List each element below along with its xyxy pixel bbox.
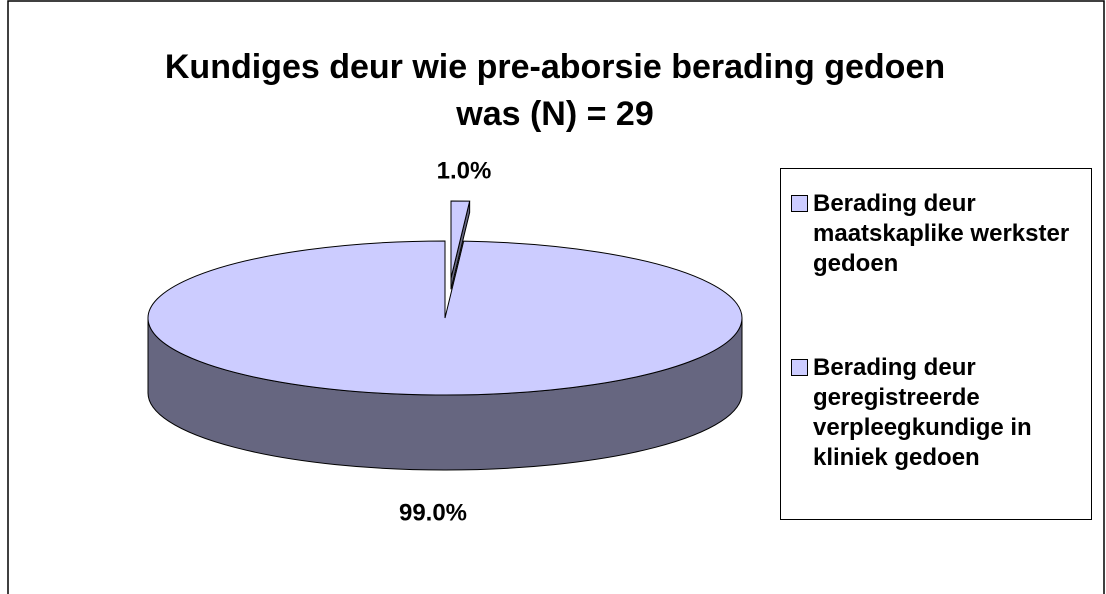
legend-label: Berading deur maatskaplike werkster gedo… <box>813 190 1070 277</box>
chart-title: Kundiges deur wie pre-aborsie berading g… <box>164 48 946 133</box>
legend-label: Berading deur geregistreerde verpleegkun… <box>813 354 1032 471</box>
data-label: 99.0% <box>399 499 467 526</box>
legend: Berading deur maatskaplike werkster gedo… <box>780 168 1092 520</box>
pie-slice <box>147 240 743 396</box>
legend-swatch <box>791 359 808 376</box>
legend-item: Berading deur maatskaplike werkster gedo… <box>791 189 1091 279</box>
data-label: 1.0% <box>437 157 492 184</box>
legend-swatch <box>791 195 808 212</box>
pie-slice <box>450 200 471 279</box>
legend-item: Berading deur geregistreerde verpleegkun… <box>791 353 1091 473</box>
frame <box>7 0 1105 594</box>
